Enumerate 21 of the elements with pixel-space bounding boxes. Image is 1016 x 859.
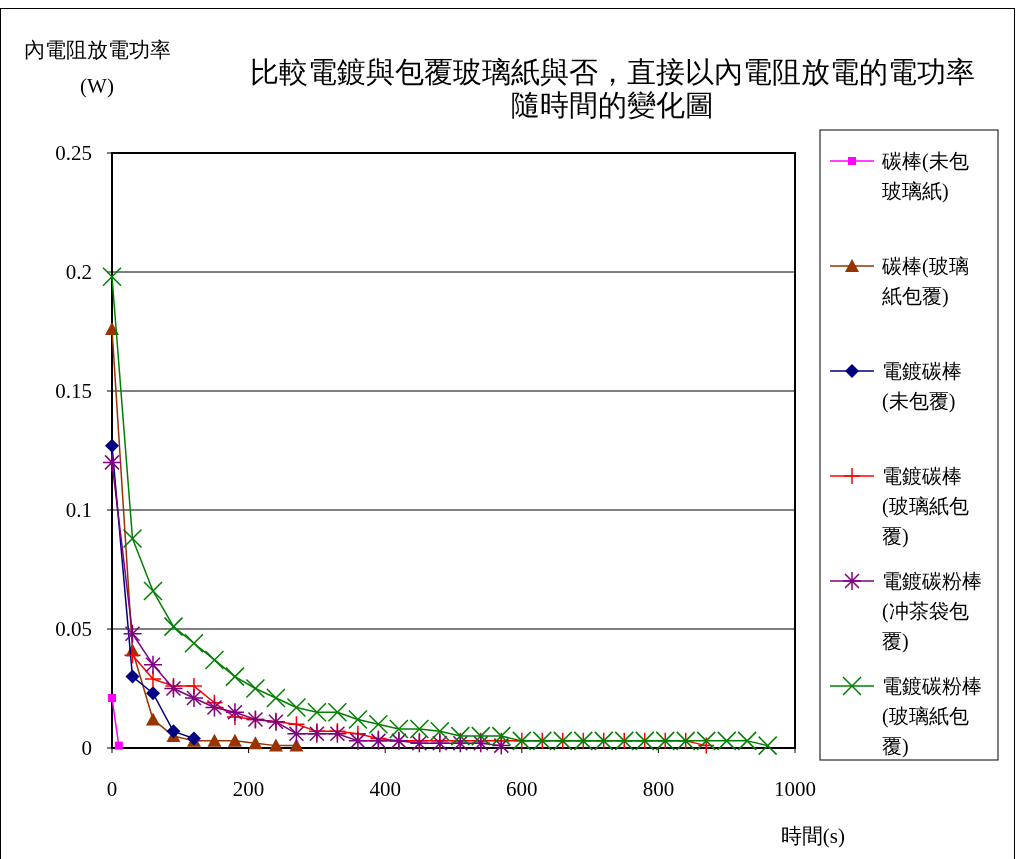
y-tick-label: 0.25 <box>55 141 92 165</box>
y-tick-label: 0.1 <box>65 498 92 522</box>
y-tick-label: 0.15 <box>55 379 92 403</box>
y-axis-title: 內電阻放電功率 (W) <box>23 38 171 98</box>
y-tick-label: 0 <box>81 736 92 760</box>
y-tick-label: 0.05 <box>55 617 92 641</box>
legend-label: 電鍍碳粉棒(玻璃紙包覆) <box>882 675 982 758</box>
x-tick-label: 200 <box>232 777 265 801</box>
y-tick-label: 0.2 <box>65 260 92 284</box>
legend-label: 電鍍碳粉棒(冲茶袋包覆) <box>882 570 982 653</box>
x-tick-label: 400 <box>369 777 401 801</box>
x-tick-label: 600 <box>506 777 538 801</box>
x-tick-label: 800 <box>642 777 675 801</box>
chart-title: 比較電鍍與包覆玻璃紙與否，直接以內電阻放電的電功率隨時間的變化圖 <box>249 56 975 121</box>
x-axis-title: 時間(s) <box>780 824 845 848</box>
x-tick-label: 0 <box>106 777 118 801</box>
x-tick-label: 1000 <box>774 777 816 801</box>
legend-label: 碳棒(未包玻璃紙) <box>881 150 969 203</box>
legend-label: 碳棒(玻璃紙包覆) <box>881 255 969 308</box>
legend-label: 電鍍碳棒(玻璃紙包覆) <box>882 465 969 548</box>
legend-label: 電鍍碳棒(未包覆) <box>882 360 962 413</box>
